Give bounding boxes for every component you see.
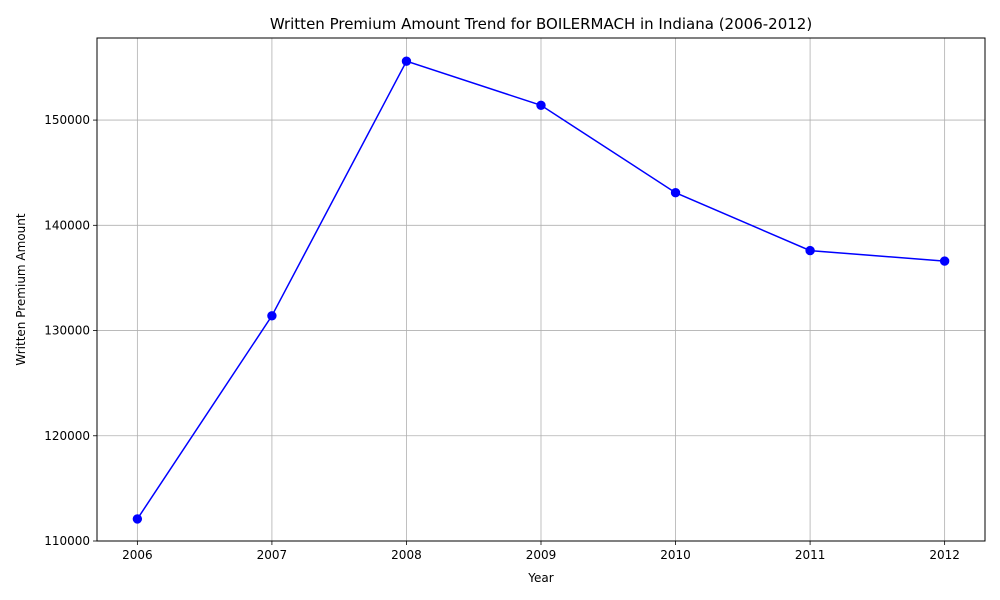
data-point: [939, 256, 950, 266]
x-tick-label: 2006: [122, 548, 153, 562]
data-point: [536, 100, 546, 111]
data-point: [805, 245, 815, 256]
y-tick-label: 140000: [44, 218, 90, 232]
chart-title: Written Premium Amount Trend for BOILERM…: [270, 15, 812, 33]
y-tick-label: 110000: [44, 534, 90, 548]
x-axis-label: Year: [527, 571, 553, 585]
x-tick-label: 2008: [391, 548, 422, 562]
data-point: [401, 56, 412, 66]
y-tick-label: 120000: [44, 429, 90, 443]
y-axis-label: Written Premium Amount: [14, 213, 28, 365]
y-axis-ticks: 110000 120000 130000 140000 150000: [44, 113, 97, 548]
series-group: [132, 56, 950, 524]
x-tick-label: 2007: [257, 548, 288, 562]
x-axis-ticks: 2006 2007 2008 2009 2010 2011 2012: [122, 541, 960, 562]
data-point: [267, 311, 277, 321]
x-tick-label: 2012: [929, 548, 960, 562]
x-tick-label: 2009: [526, 548, 557, 562]
grid: [97, 38, 985, 542]
y-tick-label: 130000: [44, 324, 90, 338]
x-tick-label: 2011: [795, 548, 826, 562]
y-tick-label: 150000: [44, 113, 90, 127]
data-point: [132, 514, 143, 524]
data-point: [670, 187, 681, 198]
x-tick-label: 2010: [660, 548, 691, 562]
